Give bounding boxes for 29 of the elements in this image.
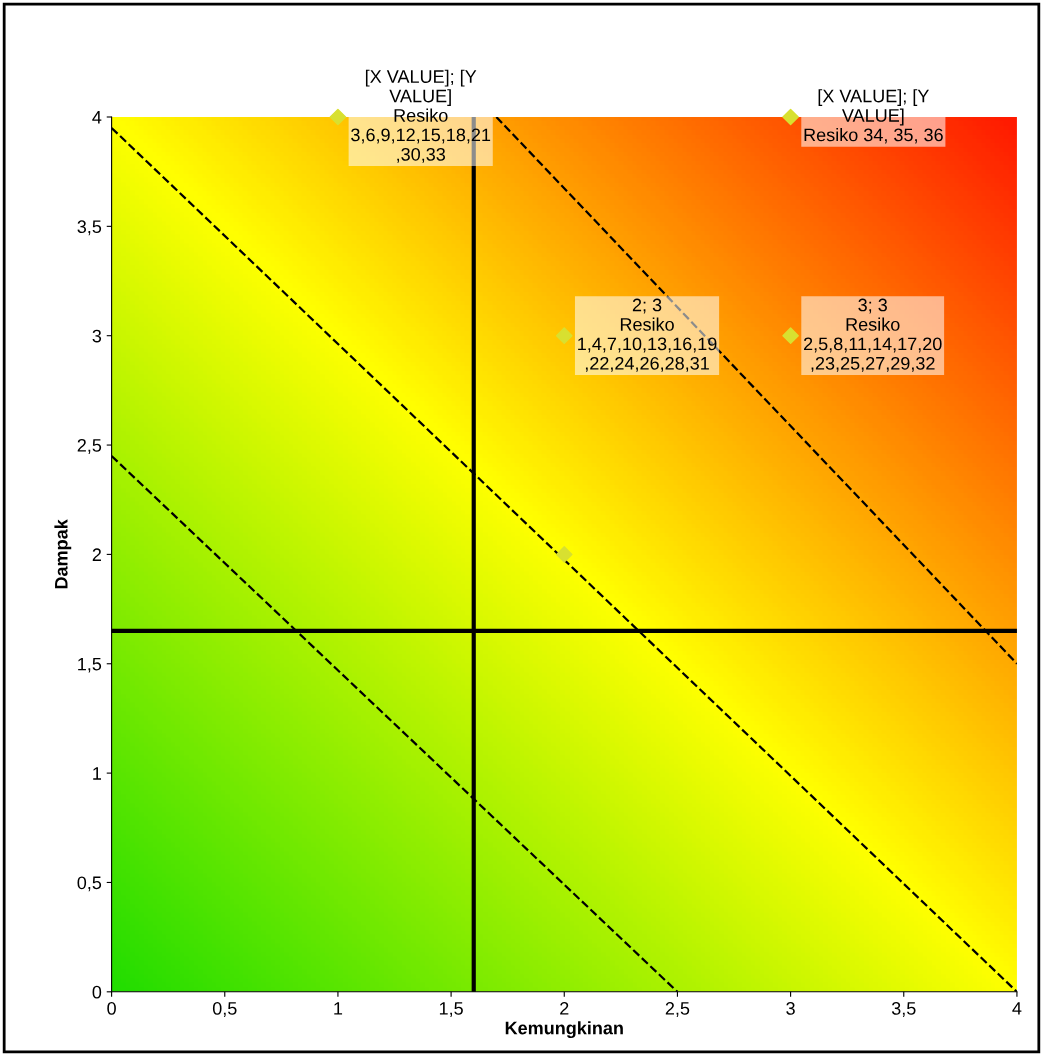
- y-axis-title: Dampak: [54, 519, 72, 589]
- data-label: [X VALUE]; [Y VALUE] Resiko 3,6,9,12,15,18,21 ,30,33: [351, 69, 491, 163]
- y-tick-label: 2: [92, 548, 101, 561]
- x-tick-label: 4: [1012, 1002, 1022, 1015]
- y-tick-label: 2,5: [77, 438, 102, 454]
- x-tick-label: 3,5: [891, 1002, 916, 1017]
- x-tick-label: 0: [107, 1002, 116, 1015]
- x-tick-label: 2: [560, 1002, 569, 1015]
- y-tick-label: 4: [92, 111, 102, 124]
- point: [782, 327, 799, 345]
- y-tick-label: 3,5: [77, 220, 102, 236]
- y-tick-label: 3: [92, 329, 102, 343]
- point: [555, 327, 573, 345]
- x-tick-label: 1: [334, 1002, 343, 1015]
- x-tick-label: 0,5: [212, 1002, 237, 1017]
- data-label: 3; 3 Resiko 2,5,8,11,14,17,20 ,23,25,27,29,32: [804, 298, 942, 372]
- x-tick-label: 2,5: [665, 1002, 690, 1017]
- x-axis-title: Kemungkinan: [505, 1021, 623, 1039]
- y-tick-label: 0,5: [77, 876, 102, 892]
- y-tick-label: 1,5: [78, 657, 102, 673]
- y-tick-label: 0: [92, 985, 102, 999]
- data-label: [X VALUE]; [Y VALUE] Resiko 34, 35, 36: [804, 89, 943, 144]
- y-tick-label: 1: [93, 767, 101, 780]
- data-label: 2; 3 Resiko 1,4,7,10,13,16,19 ,22,24,26,28,31: [578, 298, 717, 372]
- x-tick-label: 1,5: [439, 1002, 463, 1017]
- point: [555, 546, 573, 563]
- point: [329, 108, 347, 126]
- x-tick-label: 3: [786, 1002, 795, 1015]
- point: [782, 108, 799, 126]
